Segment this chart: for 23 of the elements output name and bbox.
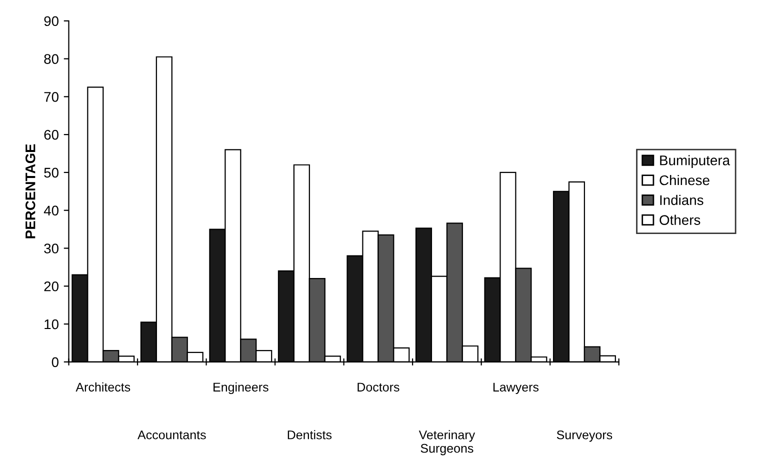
- y-tick-label: 30: [44, 244, 58, 254]
- y-tick-label: 90: [44, 16, 58, 26]
- y-tick-label: 10: [44, 319, 58, 330]
- y-axis-title: PERCENTAGE: [25, 144, 36, 238]
- legend-label: Bumiputera: [660, 155, 730, 168]
- x-tick-label: Architects: [76, 382, 130, 392]
- legend-label: Chinese: [660, 174, 710, 186]
- y-tick-label: 80: [44, 54, 58, 64]
- y-tick-label: 0: [52, 357, 58, 368]
- x-tick-label: Dentists: [288, 430, 332, 440]
- y-tick-label: 60: [44, 130, 58, 140]
- x-tick-label: Veterinary Surgeons: [418, 430, 476, 456]
- y-tick-label: 50: [44, 168, 58, 178]
- x-tick-label: Doctors: [358, 382, 400, 392]
- x-tick-label: Surveyors: [556, 430, 612, 442]
- x-tick-label: Lawyers: [493, 382, 539, 394]
- legend-label: Indians: [660, 194, 704, 206]
- x-tick-label: Accountants: [138, 430, 206, 440]
- y-tick-label: 40: [44, 206, 58, 216]
- legend-label: Others: [660, 214, 700, 225]
- x-tick-label: Engineers: [214, 382, 268, 394]
- y-tick-label: 20: [44, 281, 58, 292]
- y-tick-label: 70: [44, 92, 58, 102]
